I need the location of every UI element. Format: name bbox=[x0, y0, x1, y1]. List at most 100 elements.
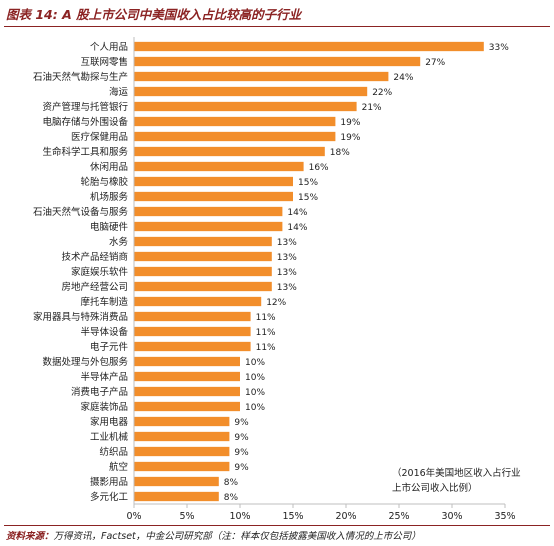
category-label: 石油天然气设备与服务 bbox=[33, 206, 129, 218]
source-label: 资料来源： bbox=[6, 531, 54, 542]
value-label: 16% bbox=[309, 163, 329, 173]
category-label: 家用电器 bbox=[90, 416, 129, 428]
value-label: 19% bbox=[340, 118, 360, 128]
value-label: 11% bbox=[256, 328, 276, 338]
value-label: 14% bbox=[287, 223, 307, 233]
value-label: 13% bbox=[277, 283, 297, 293]
category-label: 生命科学工具和服务 bbox=[42, 146, 128, 158]
x-tick-label: 35% bbox=[494, 511, 515, 522]
bar bbox=[134, 476, 219, 487]
bar bbox=[134, 446, 230, 457]
bar bbox=[134, 101, 357, 112]
category-label: 电子元件 bbox=[90, 341, 129, 353]
value-label: 8% bbox=[224, 493, 239, 503]
category-label: 水务 bbox=[109, 236, 129, 248]
category-label: 石油天然气勘探与生产 bbox=[33, 71, 128, 83]
bar bbox=[134, 356, 240, 367]
category-label: 工业机械 bbox=[90, 431, 129, 443]
category-label: 数据处理与外包服务 bbox=[42, 356, 128, 368]
x-tick-label: 15% bbox=[282, 511, 303, 522]
category-label: 资产管理与托管银行 bbox=[42, 101, 128, 113]
annotation-line-2: 上市公司收入比例） bbox=[392, 483, 478, 494]
bar bbox=[134, 416, 230, 427]
bar bbox=[134, 491, 219, 502]
category-label: 技术产品经销商 bbox=[61, 251, 128, 263]
category-label: 个人用品 bbox=[90, 42, 128, 53]
value-label: 13% bbox=[277, 238, 297, 248]
bar bbox=[134, 386, 240, 397]
category-label: 电脑存储与外围设备 bbox=[42, 116, 128, 128]
value-label: 10% bbox=[245, 358, 265, 368]
bar bbox=[134, 56, 421, 67]
value-label: 18% bbox=[330, 148, 350, 158]
bar bbox=[134, 146, 325, 157]
category-label: 医疗保健用品 bbox=[71, 131, 128, 143]
annotation-line-1: （2016年美国地区收入占行业 bbox=[392, 468, 521, 479]
value-label: 10% bbox=[245, 373, 265, 383]
value-label: 9% bbox=[234, 448, 249, 458]
category-label: 摩托车制造 bbox=[80, 296, 128, 308]
category-label: 纺织品 bbox=[99, 446, 128, 458]
chart-title: 图表 14: A 股上市公司中美国收入占比较高的子行业 bbox=[6, 7, 302, 22]
category-label: 家庭娱乐软件 bbox=[71, 266, 129, 278]
chart-annotation: （2016年美国地区收入占行业 上市公司收入比例） bbox=[392, 466, 521, 496]
bar bbox=[134, 176, 293, 187]
value-label: 12% bbox=[266, 298, 286, 308]
x-tick-label: 30% bbox=[441, 511, 462, 522]
bar bbox=[134, 236, 272, 247]
bar bbox=[134, 296, 262, 307]
x-tick-label: 25% bbox=[388, 511, 409, 522]
bar bbox=[134, 371, 240, 382]
x-tick-label: 0% bbox=[126, 511, 141, 522]
value-label: 11% bbox=[256, 343, 276, 353]
value-label: 9% bbox=[234, 433, 249, 443]
bar bbox=[134, 221, 283, 232]
category-label: 摄影用品 bbox=[90, 476, 128, 488]
bar bbox=[134, 266, 272, 277]
source-rule bbox=[4, 525, 550, 526]
value-label: 9% bbox=[234, 463, 249, 473]
category-label: 多元化工 bbox=[90, 491, 129, 503]
bar bbox=[134, 461, 230, 472]
category-label: 消费电子产品 bbox=[71, 386, 128, 398]
category-label: 轮胎与橡胶 bbox=[80, 176, 128, 188]
category-label: 半导体产品 bbox=[80, 371, 128, 383]
bar bbox=[134, 281, 272, 292]
value-label: 24% bbox=[393, 73, 413, 83]
bar bbox=[134, 71, 389, 82]
bar bbox=[134, 326, 251, 337]
value-label: 19% bbox=[340, 133, 360, 143]
category-label: 休闲用品 bbox=[90, 161, 128, 173]
category-label: 半导体设备 bbox=[80, 326, 128, 338]
value-label: 8% bbox=[224, 478, 239, 488]
category-label: 海运 bbox=[109, 86, 129, 98]
x-tick-label: 5% bbox=[179, 511, 194, 522]
source-text: 万得资讯，Factset，中金公司研究部（注：样本仅包括披露美国收入情况的上市公… bbox=[53, 531, 421, 542]
category-label: 航空 bbox=[109, 461, 128, 473]
value-label: 11% bbox=[256, 313, 276, 323]
bar bbox=[134, 311, 251, 322]
value-label: 13% bbox=[277, 253, 297, 263]
bar bbox=[134, 86, 368, 97]
category-label: 互联网零售 bbox=[80, 56, 128, 68]
value-label: 13% bbox=[277, 268, 297, 278]
x-tick-label: 20% bbox=[335, 511, 356, 522]
bar bbox=[134, 251, 272, 262]
bar bbox=[134, 431, 230, 442]
bar bbox=[134, 341, 251, 352]
bar bbox=[134, 131, 336, 142]
value-label: 15% bbox=[298, 193, 318, 203]
bar bbox=[134, 161, 304, 172]
bar bbox=[134, 116, 336, 127]
category-label: 家用器具与特殊消费品 bbox=[33, 311, 128, 323]
bar bbox=[134, 401, 240, 412]
value-label: 33% bbox=[489, 43, 509, 53]
value-label: 10% bbox=[245, 403, 265, 413]
bar bbox=[134, 206, 283, 217]
value-label: 14% bbox=[287, 208, 307, 218]
category-label: 家庭装饰品 bbox=[80, 401, 128, 413]
category-label: 房地产经营公司 bbox=[61, 281, 128, 293]
value-label: 22% bbox=[372, 88, 392, 98]
value-label: 27% bbox=[425, 58, 445, 68]
